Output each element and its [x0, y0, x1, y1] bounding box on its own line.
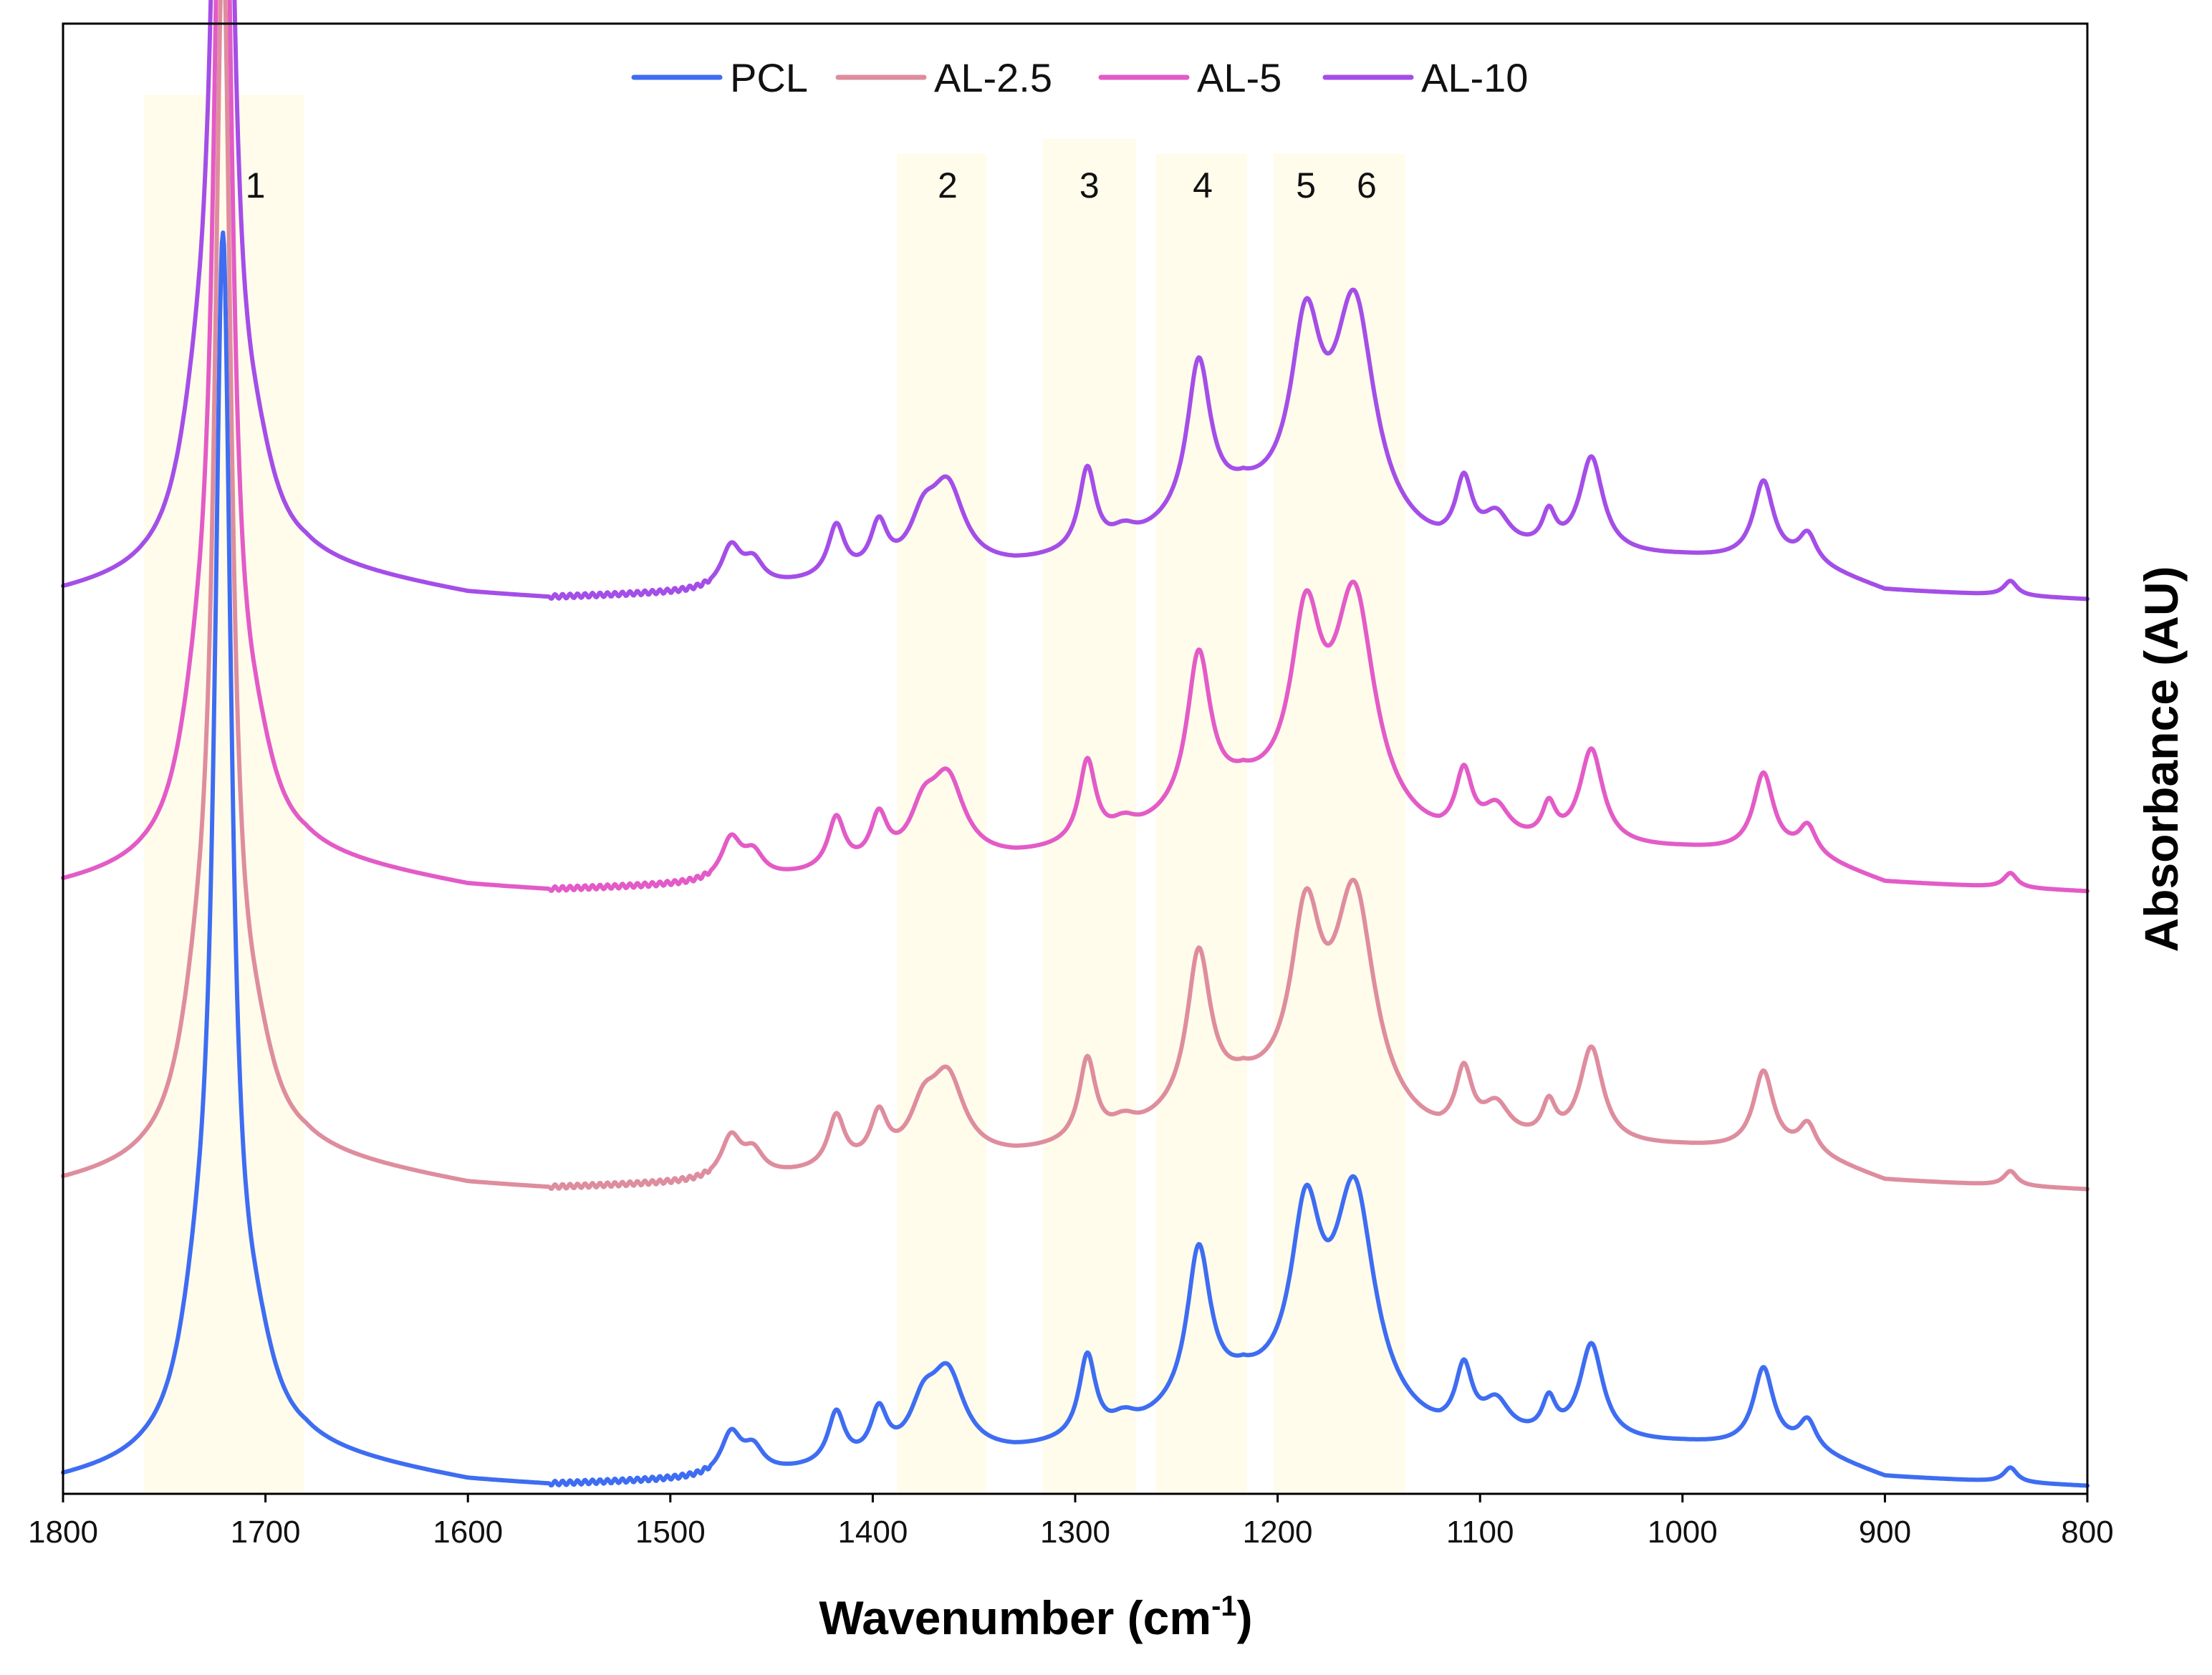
- band-label-6: 6: [1357, 165, 1377, 206]
- series-line-al-2-5: [61, 0, 2090, 1192]
- x-tick-label: 1400: [837, 1515, 908, 1550]
- series-line-al-5: [61, 0, 2090, 894]
- x-tick-label: 1300: [1040, 1515, 1110, 1550]
- band-label-2: 2: [938, 165, 958, 206]
- x-tick-label: 1000: [1648, 1515, 1718, 1550]
- series-line-al-10: [61, 0, 2090, 602]
- x-tick-label: 1200: [1243, 1515, 1313, 1550]
- band-label-5: 5: [1296, 165, 1316, 206]
- band-label-3: 3: [1079, 165, 1100, 206]
- highlight-band-5: [1273, 153, 1405, 1494]
- highlight-band-4: [1156, 153, 1248, 1494]
- x-axis-title-suffix: ): [1237, 1591, 1253, 1644]
- x-tick-label: 800: [2061, 1515, 2113, 1550]
- legend-label: AL-5: [1197, 55, 1281, 100]
- x-tick-label: 1500: [635, 1515, 706, 1550]
- x-tick-label: 1800: [28, 1515, 98, 1550]
- x-tick-label: 1700: [231, 1515, 301, 1550]
- x-axis-title-superscript: -1: [1211, 1590, 1237, 1622]
- band-label-1: 1: [246, 165, 266, 206]
- legend-label: PCL: [730, 55, 808, 100]
- x-tick-label: 1600: [433, 1515, 503, 1550]
- legend-label: AL-10: [1421, 55, 1528, 100]
- spectra-series: [61, 0, 2090, 1488]
- x-axis-title: Wavenumber (cm-1): [819, 1590, 1252, 1644]
- band-label-4: 4: [1193, 165, 1213, 206]
- highlight-band-3: [1042, 139, 1136, 1494]
- highlight-bands: [144, 95, 1405, 1494]
- x-tick-label: 1100: [1446, 1515, 1514, 1550]
- y-axis-title: Absorbance (AU): [2135, 566, 2188, 952]
- legend: PCL AL-2.5 AL-5 AL-10: [631, 55, 1528, 100]
- legend-label: AL-2.5: [934, 55, 1052, 100]
- x-tick-label: 900: [1859, 1515, 1911, 1550]
- series-line-pcl: [61, 230, 2090, 1488]
- x-axis-ticks: 1800 1700 1600 1500 1400 1300 1200 1100 1000 900 8…: [28, 1494, 2114, 1550]
